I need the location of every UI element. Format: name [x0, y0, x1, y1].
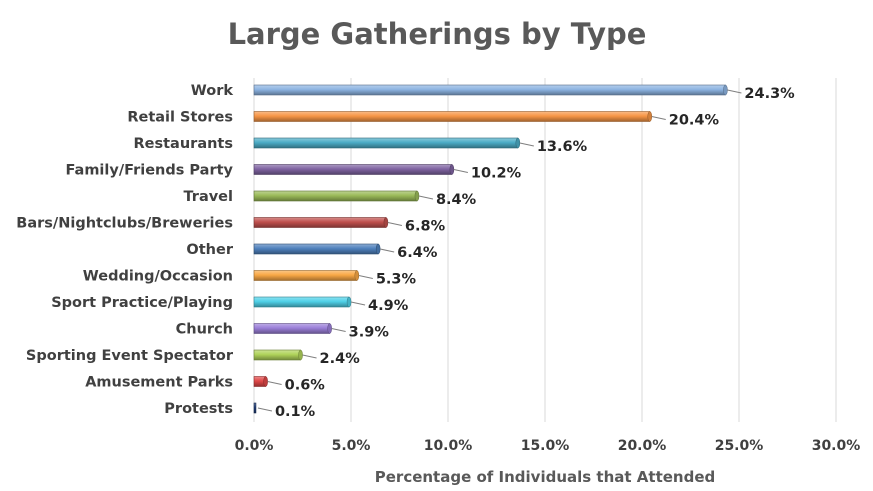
- leader-line: [380, 248, 395, 253]
- x-tick-labels: 0.0% 5.0% 10.0% 15.0% 20.0% 25.0% 30.0%: [235, 438, 861, 454]
- category-label: Retail Stores: [127, 110, 233, 126]
- leader-line: [727, 89, 742, 94]
- bars: [253, 84, 728, 414]
- bar-cap: [515, 137, 521, 149]
- leader-line: [651, 116, 666, 120]
- value-label: 24.3%: [744, 86, 795, 102]
- bar: [253, 296, 350, 308]
- category-label: Other: [186, 242, 233, 258]
- bar-cap: [723, 84, 728, 96]
- leader-line: [267, 381, 282, 385]
- chart-title: Large Gatherings by Type: [228, 17, 647, 51]
- leader-line: [387, 222, 403, 226]
- x-tick-label: 0.0%: [235, 438, 274, 454]
- leader-line: [453, 169, 468, 173]
- bar-cap: [383, 217, 389, 228]
- leader-line: [519, 142, 534, 147]
- value-labels: 24.3% 20.4% 13.6% 10.2% 8.4% 6.8% 6.4% 5.3% 4.9%…: [257, 86, 795, 420]
- x-tick-label: 15.0%: [521, 438, 570, 454]
- leader-line: [358, 275, 373, 279]
- category-labels: Work Retail Stores Restaurants Family/Frien…: [16, 83, 234, 417]
- bar: [253, 111, 651, 122]
- bar: [253, 349, 301, 361]
- x-tick-label: 10.0%: [424, 438, 473, 454]
- category-label: Sport Practice/Playing: [51, 295, 233, 311]
- category-label: Church: [176, 322, 233, 338]
- bar-cap: [354, 270, 360, 281]
- leader-line: [350, 301, 366, 306]
- value-label: 13.6%: [537, 139, 588, 155]
- bar-cap: [327, 323, 332, 334]
- category-label: Protests: [164, 401, 233, 417]
- leader-line: [331, 328, 346, 332]
- x-axis-title: Percentage of Individuals that Attended: [375, 468, 716, 486]
- x-tick-label: 30.0%: [812, 438, 861, 454]
- bar: [253, 243, 379, 255]
- bar: [253, 402, 257, 414]
- value-label: 0.6%: [285, 378, 326, 394]
- category-label: Restaurants: [134, 136, 234, 152]
- value-label: 6.8%: [405, 219, 446, 235]
- category-label: Wedding/Occasion: [83, 269, 233, 285]
- gridlines: [253, 78, 837, 422]
- bar-cap: [449, 164, 455, 175]
- x-tick-label: 5.0%: [332, 438, 371, 454]
- category-label: Sporting Event Spectator: [26, 348, 234, 364]
- bar: [253, 137, 519, 149]
- bar-cap: [375, 243, 381, 255]
- value-label: 20.4%: [669, 113, 720, 129]
- value-label: 10.2%: [471, 166, 522, 182]
- category-label: Work: [191, 83, 234, 99]
- value-label: 8.4%: [436, 192, 477, 208]
- bar: [253, 164, 453, 175]
- leader-line: [257, 407, 273, 412]
- value-label: 6.4%: [397, 245, 438, 261]
- bar: [253, 270, 358, 281]
- value-label: 4.9%: [368, 298, 409, 314]
- value-label: 2.4%: [320, 351, 361, 367]
- bar-cap: [298, 349, 303, 361]
- bar-cap: [647, 111, 653, 122]
- leader-line: [418, 195, 434, 200]
- leader-line: [302, 354, 317, 359]
- bar: [253, 217, 387, 228]
- category-label: Travel: [184, 189, 234, 205]
- bar: [253, 190, 418, 202]
- x-tick-label: 20.0%: [618, 438, 667, 454]
- bar: [253, 84, 726, 96]
- bar-cap: [263, 376, 268, 387]
- bar: [253, 323, 330, 334]
- value-label: 3.9%: [349, 325, 390, 341]
- category-label: Family/Friends Party: [65, 163, 233, 179]
- value-label: 5.3%: [376, 272, 417, 288]
- bar-cap: [346, 296, 352, 308]
- x-tick-label: 25.0%: [715, 438, 764, 454]
- bar-cap: [414, 190, 420, 202]
- category-label: Amusement Parks: [85, 375, 233, 391]
- category-label: Bars/Nightclubs/Breweries: [16, 216, 233, 232]
- value-label: 0.1%: [275, 404, 316, 420]
